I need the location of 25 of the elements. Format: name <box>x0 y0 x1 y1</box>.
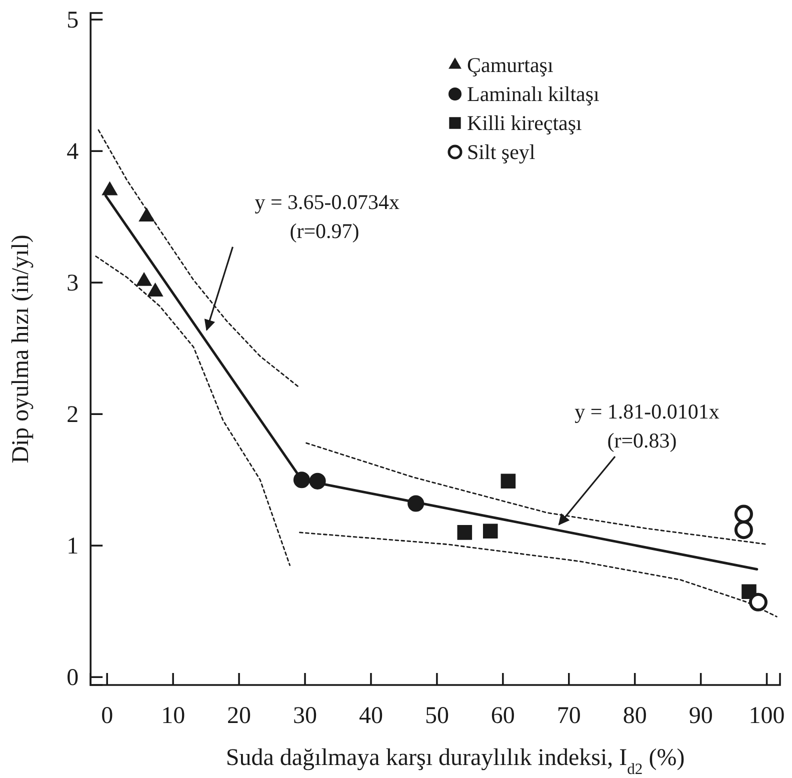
y-tick-label: 2 <box>66 402 79 428</box>
legend-label: Laminalı kiltaşı <box>467 82 600 106</box>
x-tick-label: 90 <box>688 703 713 729</box>
annotation: y = 1.81-0.0101x (r=0.83) <box>574 400 720 453</box>
y-tick-label: 3 <box>66 270 79 296</box>
y-tick-label: 0 <box>66 664 79 691</box>
x-tick-label: 40 <box>358 703 383 729</box>
x-tick-label: 30 <box>293 703 318 729</box>
x-tick-label: 20 <box>227 703 252 729</box>
legend-label: Çamurtaşı <box>467 53 554 77</box>
x-tick-label: 100 <box>748 703 785 729</box>
annotation: y = 3.65-0.0734x (r=0.97) <box>254 190 400 243</box>
legend-label: Silt şeyl <box>467 140 536 164</box>
y-tick-label: 1 <box>66 533 79 560</box>
x-tick-label: 60 <box>490 703 515 729</box>
x-tick-label: 70 <box>556 703 581 729</box>
x-tick-label: 80 <box>622 703 647 729</box>
x-axis-title: Suda dağılmaya karşı duraylılık indeksi, I$_{d2}$ (%) <box>226 745 685 778</box>
y-tick-label: 5 <box>66 7 79 34</box>
y-tick-label: 4 <box>66 138 79 165</box>
x-tick-label: 0 <box>101 703 114 729</box>
legend-label: Killi kireçtaşı <box>467 111 582 135</box>
x-tick-label: 10 <box>161 703 186 729</box>
x-tick-label: 50 <box>424 703 449 729</box>
y-axis-title: Dip oyulma hızı (in/yıl) <box>8 234 34 464</box>
